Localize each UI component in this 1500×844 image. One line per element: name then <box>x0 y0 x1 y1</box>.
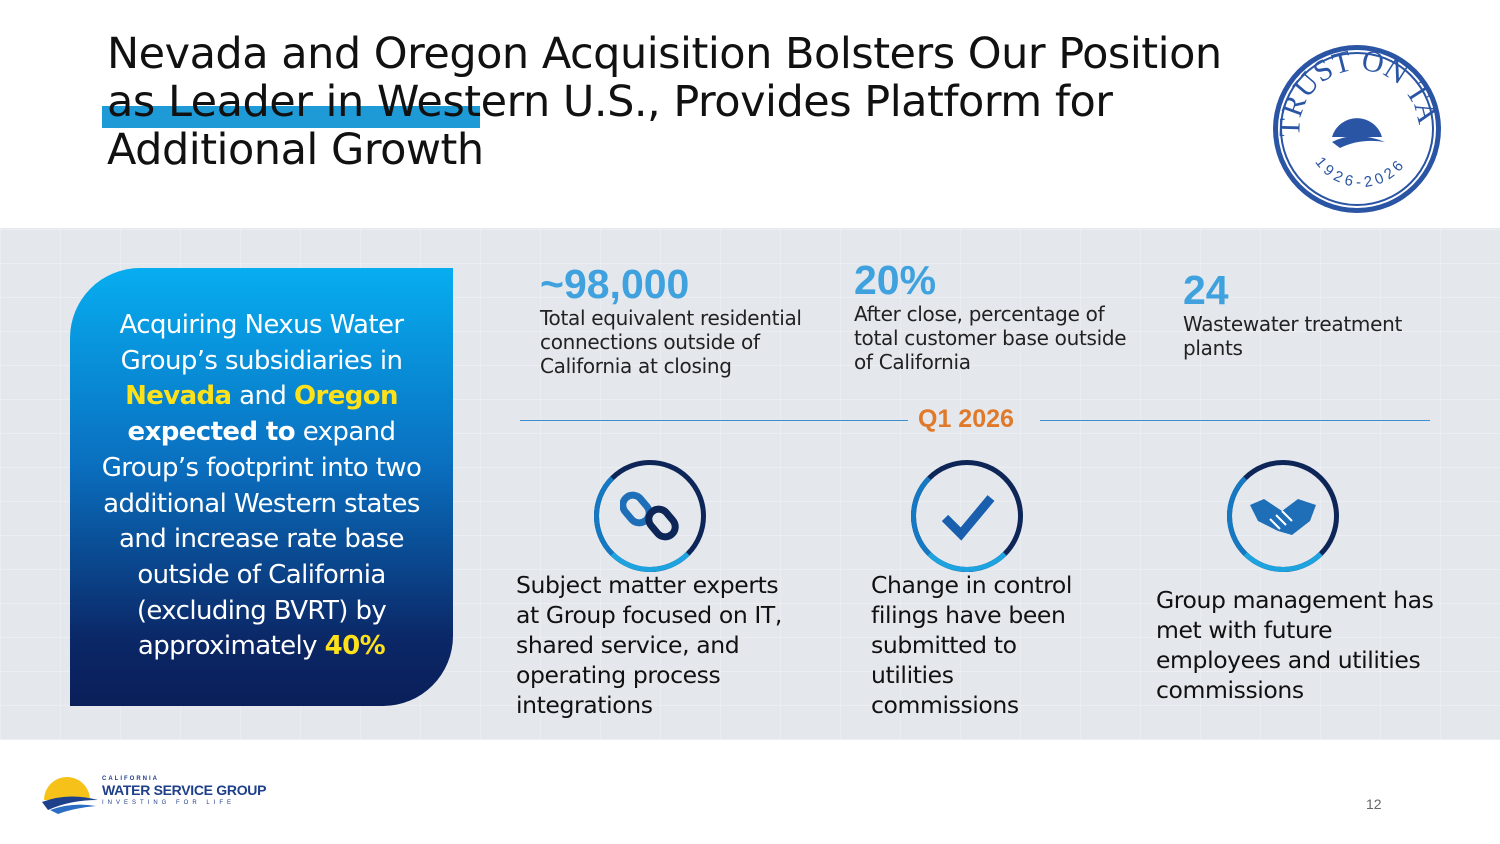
company-logo: CALIFORNIA WATER SERVICE GROUP INVESTING… <box>40 770 280 814</box>
item-management-text: Group management has met with future emp… <box>1156 586 1434 704</box>
stat-description: After close, percentage of total custome… <box>854 302 1127 374</box>
stat-value: ~98,000 <box>540 261 690 307</box>
stat-connections: ~98,000 Total equivalent residential con… <box>540 262 810 378</box>
title-highlight-bar <box>102 106 480 128</box>
handshake-icon <box>1227 460 1339 572</box>
stat-value: 20% <box>854 257 937 303</box>
timeline-line-left <box>520 420 908 421</box>
page-title: Nevada and Oregon Acquisition Bolsters O… <box>107 29 1222 175</box>
stat-customer-base: 20% After close, percentage of total cus… <box>854 258 1139 374</box>
timeline-line-right <box>1040 420 1430 421</box>
stat-description: Wastewater treatment plants <box>1183 312 1402 360</box>
chain-link-icon <box>594 460 706 572</box>
trust-on-tap-seal: TRUST ON TAP 1926-2026 <box>1270 42 1445 213</box>
stat-wastewater-plants: 24 Wastewater treatment plants <box>1183 268 1423 360</box>
stat-value: 24 <box>1183 267 1229 313</box>
page-number: 12 <box>1366 796 1382 812</box>
item-integration-text: Subject matter experts at Group focused … <box>516 571 782 719</box>
sun-wave-icon <box>42 777 98 814</box>
item-filings-text: Change in control filings have been subm… <box>871 571 1072 719</box>
stat-description: Total equivalent residential connections… <box>540 306 802 378</box>
checkmark-icon <box>911 460 1023 572</box>
acquisition-summary-box: Acquiring Nexus Water Group’s subsidiari… <box>70 268 453 706</box>
milestone-label: Q1 2026 <box>918 405 1014 433</box>
